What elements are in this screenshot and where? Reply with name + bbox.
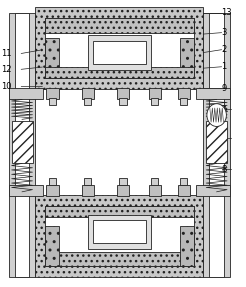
Text: 11: 11 <box>1 49 12 59</box>
Bar <box>84 98 91 105</box>
Bar <box>149 185 161 196</box>
Circle shape <box>207 104 226 127</box>
Bar <box>15 13 29 277</box>
Bar <box>180 98 187 105</box>
Text: 12: 12 <box>1 65 12 74</box>
Bar <box>49 178 56 185</box>
Bar <box>46 88 59 100</box>
Bar <box>92 41 146 64</box>
Bar <box>149 88 161 100</box>
Bar <box>180 178 187 185</box>
Bar <box>9 13 35 277</box>
Bar <box>82 88 94 100</box>
Bar <box>49 98 56 105</box>
Bar <box>35 195 203 277</box>
Bar <box>196 185 230 196</box>
Bar <box>84 178 91 185</box>
Bar <box>82 185 94 196</box>
Bar <box>206 121 227 163</box>
Bar <box>119 98 127 105</box>
Text: 2: 2 <box>221 45 227 54</box>
Bar <box>151 178 158 185</box>
Bar <box>45 251 194 266</box>
Text: 3: 3 <box>221 28 227 37</box>
Bar <box>178 185 190 196</box>
Text: 4: 4 <box>221 133 227 142</box>
Bar <box>180 226 194 266</box>
Bar <box>45 18 194 33</box>
Bar <box>203 13 230 277</box>
Text: 13: 13 <box>221 8 232 17</box>
Bar <box>45 18 194 78</box>
Bar <box>117 185 129 196</box>
Bar <box>88 36 151 70</box>
Bar <box>35 7 203 90</box>
Text: 8: 8 <box>221 164 227 174</box>
Text: 1: 1 <box>221 62 227 71</box>
Bar <box>151 98 158 105</box>
Bar <box>45 38 59 78</box>
Bar <box>12 121 32 163</box>
Bar <box>45 67 194 78</box>
Bar <box>209 13 224 277</box>
Bar <box>45 206 194 266</box>
Bar <box>9 88 43 100</box>
Bar <box>119 178 127 185</box>
Bar <box>117 88 129 100</box>
Bar <box>178 88 190 100</box>
Bar <box>180 38 194 78</box>
Text: 9: 9 <box>221 84 227 93</box>
Bar <box>46 185 59 196</box>
Bar <box>196 88 230 100</box>
Bar <box>9 185 43 196</box>
Bar <box>45 226 59 266</box>
Bar <box>45 206 194 217</box>
Bar <box>92 220 146 243</box>
Text: 10: 10 <box>1 82 12 91</box>
Text: A: A <box>221 105 227 114</box>
Bar <box>88 215 151 249</box>
